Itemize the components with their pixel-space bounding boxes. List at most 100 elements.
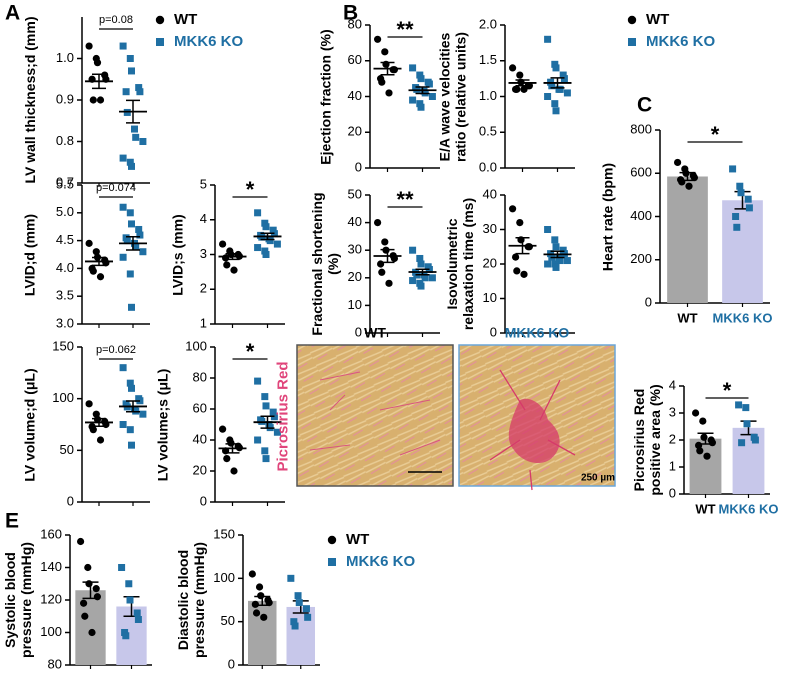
data-point <box>295 599 303 607</box>
data-point <box>227 439 235 447</box>
data-point <box>262 402 270 410</box>
data-point <box>128 303 135 311</box>
data-point <box>92 585 100 593</box>
data-point <box>128 384 135 392</box>
data-point <box>744 195 752 203</box>
y-tick-label: 1 <box>200 315 207 330</box>
fibrosis-region <box>508 398 560 464</box>
data-point <box>304 613 312 621</box>
error-bar <box>225 443 240 454</box>
data-point <box>428 274 436 282</box>
y-tick-label: 4 <box>669 377 676 392</box>
y-tick-label: 100 <box>52 390 74 405</box>
data-point <box>708 439 717 447</box>
data-point <box>132 133 140 141</box>
data-point <box>290 618 298 626</box>
significance-label: * <box>246 177 255 202</box>
data-point <box>563 89 571 97</box>
data-point <box>696 447 704 455</box>
data-point <box>385 279 393 287</box>
data-point <box>255 583 264 591</box>
y-tick-label: 4 <box>200 211 207 226</box>
y-tick-label: 40 <box>348 88 362 103</box>
panel-label: E <box>5 510 19 533</box>
y-tick-label: 400 <box>630 208 652 223</box>
data-point <box>273 428 281 436</box>
y-axis-label: Systolic blood pressure (mmHg) <box>1 542 34 658</box>
y-tick-label: 600 <box>630 165 652 180</box>
data-point <box>417 260 425 268</box>
y-tick-label: 60 <box>193 400 207 415</box>
data-point <box>88 628 96 637</box>
data-point <box>89 96 97 104</box>
data-point <box>729 165 737 173</box>
data-point <box>135 225 143 233</box>
data-point <box>381 238 389 246</box>
legend-label: MKK6 KO <box>646 33 716 50</box>
data-point <box>119 364 127 372</box>
data-point <box>262 251 270 258</box>
data-point <box>733 223 741 231</box>
data-point <box>254 436 262 444</box>
data-point <box>251 600 259 608</box>
y-tick-label: 80 <box>193 369 207 384</box>
data-point <box>556 257 564 265</box>
y-tick-label: 0 <box>669 485 676 500</box>
data-point <box>516 219 524 227</box>
data-point <box>269 408 277 416</box>
data-point <box>92 248 100 256</box>
legend-label: MKK6 KO <box>174 33 244 50</box>
data-point <box>118 564 126 571</box>
data-point <box>254 209 262 217</box>
error-bar <box>415 86 430 95</box>
x-tick-label: MKK6 KO <box>713 310 773 325</box>
data-point <box>128 162 135 170</box>
data-point <box>85 239 93 247</box>
error-bar <box>515 237 530 255</box>
y-tick-label: 4.5 <box>56 232 74 247</box>
y-axis-label: LVID;s (mm) <box>169 213 186 296</box>
data-point <box>417 75 425 83</box>
y-tick-label: 0 <box>645 294 652 309</box>
data-point <box>96 436 105 444</box>
data-point <box>544 226 552 233</box>
x-tick-label: MKK6 KO <box>719 501 779 516</box>
data-point <box>96 96 105 104</box>
error-bar <box>380 248 395 264</box>
data-point <box>135 84 143 92</box>
y-tick-label: 50 <box>348 186 362 201</box>
y-tick-label: 0.7 <box>56 174 74 189</box>
image-title: WT <box>364 325 386 341</box>
data-point <box>252 609 261 617</box>
data-point <box>421 274 429 282</box>
y-tick-label: 80 <box>348 16 362 31</box>
y-tick-label: 0 <box>67 493 74 508</box>
data-point <box>378 78 386 86</box>
data-point <box>254 377 262 385</box>
y-axis-label: Ejection fraction (%) <box>317 28 334 165</box>
data-point <box>93 593 101 601</box>
data-point <box>230 467 238 475</box>
data-point <box>377 260 385 268</box>
y-tick-label: 1 <box>669 458 676 473</box>
data-point <box>374 219 382 227</box>
error-bar <box>415 268 430 276</box>
data-point <box>119 421 127 428</box>
data-point <box>302 605 310 613</box>
data-point <box>378 268 386 276</box>
y-tick-label: 3.0 <box>56 315 74 330</box>
data-point <box>556 85 564 93</box>
y-tick-label: 1.0 <box>56 50 74 65</box>
y-tick-label: 20 <box>483 255 497 270</box>
data-point <box>745 204 753 212</box>
data-point <box>416 71 424 79</box>
y-tick-label: 40 <box>348 214 362 229</box>
data-point <box>139 138 147 145</box>
data-point <box>291 622 299 630</box>
data-point <box>119 154 127 162</box>
data-point <box>381 48 389 56</box>
fibrosis-strands <box>489 369 576 491</box>
data-point <box>273 240 281 248</box>
data-point <box>136 88 144 96</box>
legend-marker <box>328 558 336 566</box>
